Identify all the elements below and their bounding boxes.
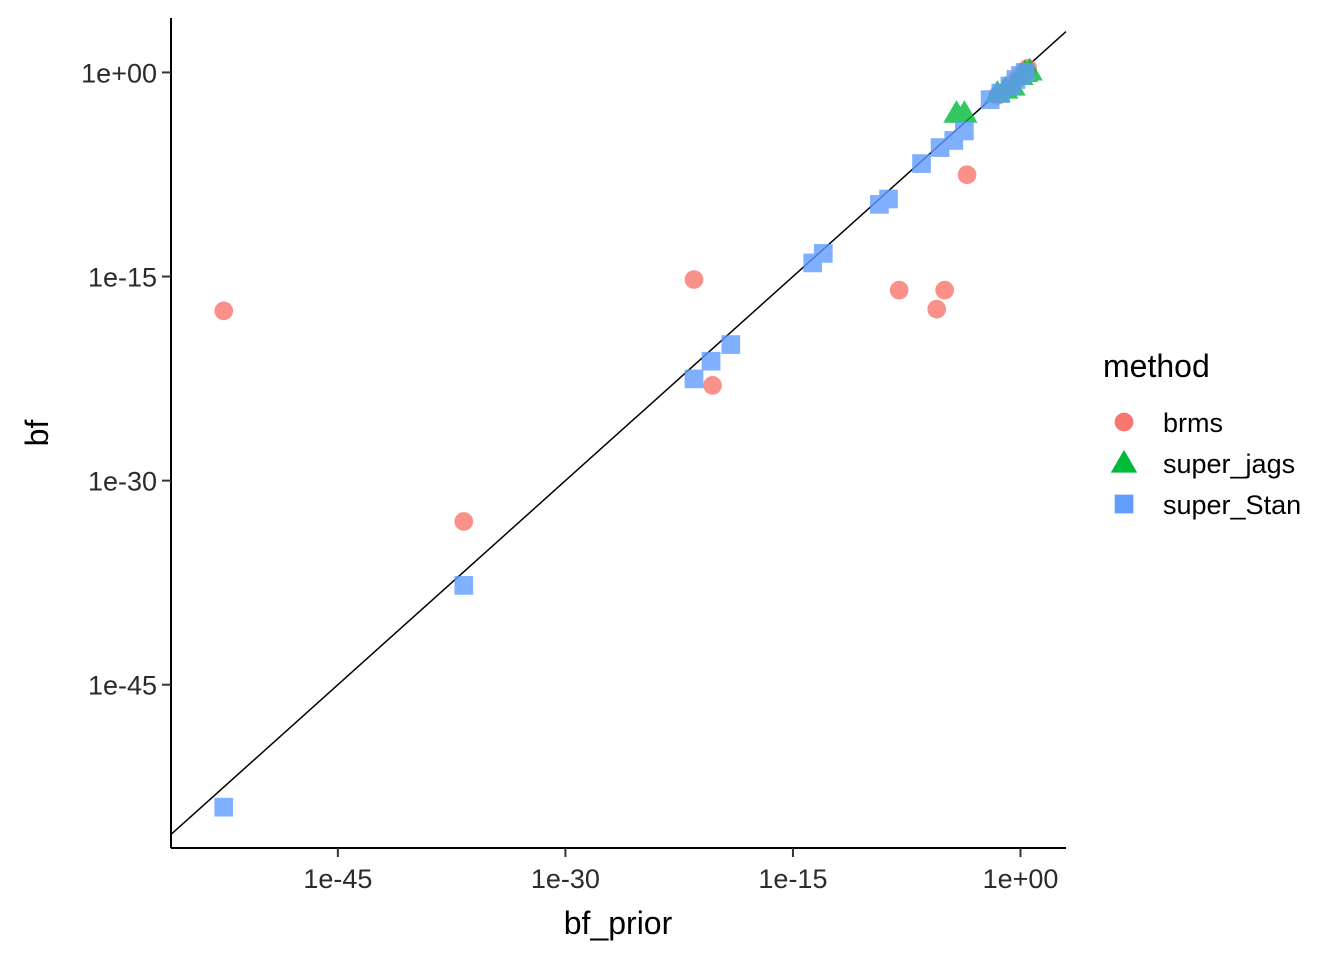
point-brms [927, 299, 947, 319]
point-super_Stan [214, 797, 234, 817]
legend-title: method [1103, 348, 1210, 384]
y-tick-label: 1e+00 [81, 58, 157, 88]
point-super_Stan [684, 369, 704, 389]
legend-item-super_jags: super_jags [1110, 449, 1295, 479]
x-tick-label: 1e-45 [303, 864, 372, 894]
series-brms [214, 58, 1038, 531]
legend-label: super_jags [1163, 449, 1295, 479]
legend-items: brms super_jags super_Stan [1110, 408, 1301, 520]
point-brms [889, 280, 909, 300]
x-tick-label: 1e-30 [531, 864, 600, 894]
legend-item-super_Stan: super_Stan [1114, 490, 1301, 520]
point-brms [957, 165, 977, 185]
y-axis-ticks: 1e+00 1e-15 1e-30 1e-45 [81, 58, 171, 701]
plot-panel: 1e-45 1e-30 1e-15 1e+00 1e+001e-151e-301e-4… [81, 18, 1067, 894]
legend: method brms super_jags super_Stan [1103, 348, 1301, 520]
y-tick-label: 1e-15 [88, 263, 157, 293]
legend-key-super_jags [1110, 449, 1138, 473]
y-tick-label: 1e-45 [88, 671, 157, 701]
x-tick-label: 1e+00 [983, 864, 1059, 894]
legend-item-brms: brms [1114, 408, 1223, 438]
y-tick-label: 1e-30 [88, 467, 157, 497]
point-super_Stan [955, 121, 974, 141]
legend-key-brms [1114, 412, 1134, 432]
point-super_Stan [701, 351, 721, 371]
point-super_Stan [454, 576, 474, 595]
legend-key-super_Stan [1114, 494, 1134, 514]
legend-label: super_Stan [1163, 490, 1301, 520]
data-points [214, 57, 1043, 817]
point-super_Stan [1015, 63, 1035, 82]
y-axis-title: bf [19, 420, 55, 447]
point-super_Stan [721, 335, 741, 354]
point-brms [703, 376, 722, 395]
point-brms [935, 280, 954, 300]
legend-label: brms [1163, 408, 1223, 438]
point-brms [454, 512, 474, 531]
point-super_Stan [813, 244, 833, 263]
point-brms [684, 270, 704, 289]
point-brms [214, 301, 234, 321]
point-super_Stan [879, 189, 898, 209]
x-axis-title: bf_prior [564, 905, 673, 941]
x-tick-label: 1e-15 [758, 864, 827, 894]
series-super_Stan [214, 63, 1035, 817]
point-super_jags [951, 100, 978, 123]
point-super_Stan [912, 154, 931, 173]
x-axis-ticks: 1e-45 1e-30 1e-15 1e+00 [303, 848, 1058, 894]
